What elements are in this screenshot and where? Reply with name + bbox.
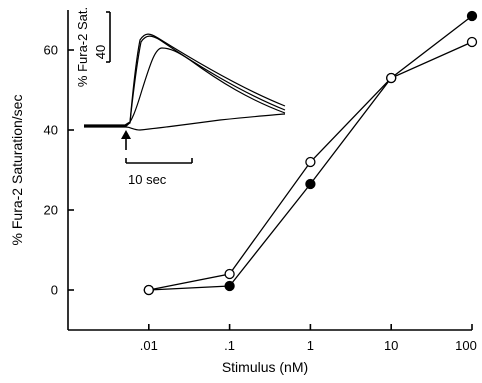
x-tick-label: .1	[224, 338, 235, 353]
x-tick-label: 100	[455, 338, 477, 353]
data-point-filled	[305, 178, 316, 190]
x-tick-label: 1	[307, 338, 314, 353]
y-tick-label: 0	[51, 283, 58, 298]
inset-y-scale-value: 40	[93, 45, 108, 59]
inset-trace-1	[84, 33, 286, 126]
data-point-open	[305, 156, 316, 168]
data-point-open	[143, 284, 154, 296]
x-tick-label: .01	[140, 338, 158, 353]
data-point-open	[466, 36, 478, 48]
data-point-open	[386, 72, 397, 84]
y-axis-title: % Fura-2 Saturation/sec	[9, 95, 25, 246]
inset-time-scale-label: 10 sec	[128, 172, 167, 187]
series-2	[143, 36, 478, 296]
y-ticks: 0 20 40 60	[44, 43, 74, 298]
inset-y-label: % Fura-2 Sat.	[75, 7, 90, 87]
inset-trace-3	[84, 47, 286, 127]
data-point-open	[224, 268, 235, 280]
data-point-filled	[466, 10, 478, 22]
data-point-filled	[224, 280, 235, 292]
x-ticks: .01 .1 1 10 100	[140, 324, 477, 353]
series-1	[143, 10, 478, 296]
series-layer	[143, 10, 478, 296]
inset-trace-4	[84, 113, 286, 131]
stimulus-arrow-icon	[121, 130, 131, 139]
x-axis-title: Stimulus (nM)	[222, 359, 308, 375]
inset-trace-panel: % Fura-2 Sat. 40 10 sec	[75, 7, 286, 187]
x-tick-label: 10	[384, 338, 398, 353]
inset-trace-2	[84, 35, 286, 127]
y-tick-label: 40	[44, 123, 58, 138]
series-line	[148, 15, 473, 291]
y-tick-label: 60	[44, 43, 58, 58]
y-tick-label: 20	[44, 203, 58, 218]
